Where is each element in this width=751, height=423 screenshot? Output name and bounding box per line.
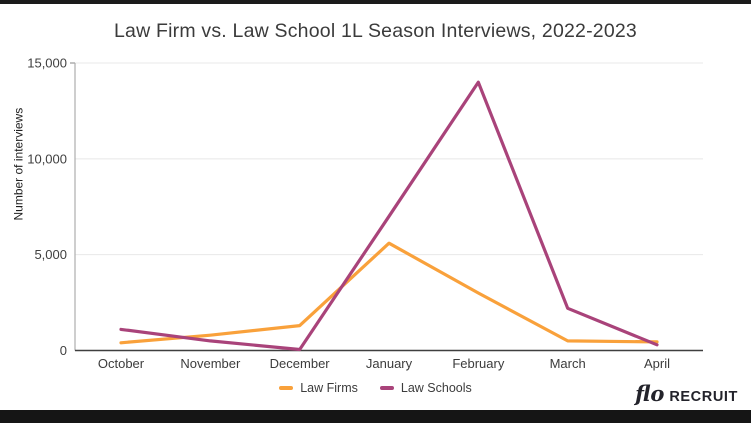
x-tick-label: November [180,356,241,371]
chart-legend: Law Firms Law Schools [0,381,751,395]
flo-script-logo-text: flo [635,381,665,406]
series-line-law-schools[interactable] [119,80,659,352]
x-tick-label: April [644,356,670,371]
law-schools-swatch-icon [379,386,394,390]
x-tick-label: March [550,356,586,371]
y-tick-label: 0 [60,343,67,358]
y-tick-label: 10,000 [27,151,67,166]
law-firms-swatch-icon [279,386,294,390]
law-firms-legend-label: Law Firms [300,381,358,395]
y-tick-label: 15,000 [27,56,67,71]
law-schools-legend-label: Law Schools [400,381,472,395]
legend-item-law-firms[interactable]: Law Firms [279,381,358,395]
top-border-bar [0,0,751,4]
x-tick-label: October [98,356,145,371]
legend-item-law-schools[interactable]: Law Schools [379,381,472,395]
y-tick-label: 5,000 [34,247,67,262]
series-line-law-firms[interactable] [119,241,659,345]
x-tick-label: January [366,356,413,371]
recruit-wordmark-text: RECRUIT [669,389,738,405]
chart-title: Law Firm vs. Law School 1L Season Interv… [114,20,637,42]
x-tick-label: December [270,356,331,371]
bottom-border-bar [0,410,751,423]
flo-recruit-logo: flo RECRUIT [635,383,738,405]
x-tick-label: February [452,356,505,371]
